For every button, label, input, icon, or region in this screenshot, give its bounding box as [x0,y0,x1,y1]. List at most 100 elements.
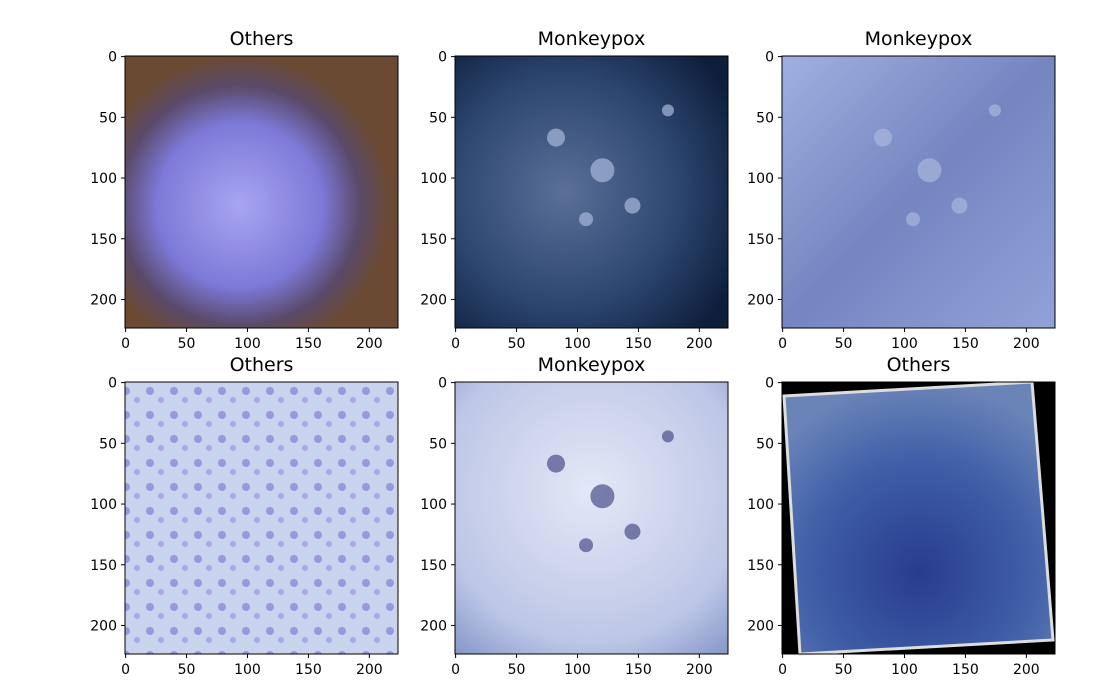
image-detail [951,197,968,214]
image-detail [547,454,566,473]
y-tick-label: 100 [90,171,117,187]
image-detail [874,128,893,147]
x-tick-label: 0 [778,662,787,678]
image [782,380,1055,656]
y-tick-label: 50 [99,110,117,126]
image-detail [917,158,942,183]
y-tick-label: 200 [747,292,774,308]
x-tick-label: 100 [234,336,261,352]
image-detail [579,212,594,227]
image-detail [590,158,615,183]
subplot-title: Monkeypox [538,28,646,50]
axes-frame [781,55,1056,329]
subplot-title: Monkeypox [538,354,646,376]
y-tick-label: 150 [420,232,447,248]
subplot-title: Monkeypox [865,28,973,50]
image-detail [624,523,641,540]
image [455,382,728,654]
x-tick-label: 200 [1013,336,1040,352]
x-tick-label: 50 [835,662,853,678]
axes-frame [124,381,399,655]
image-detail [547,128,566,147]
x-tick-label: 100 [891,662,918,678]
y-tick-label: 50 [429,110,447,126]
subplot-title: Others [887,354,951,376]
y-tick-label: 100 [747,171,774,187]
y-tick-label: 50 [756,110,774,126]
x-tick-label: 100 [564,662,591,678]
y-tick-label: 150 [90,558,117,574]
image-detail [579,538,594,553]
image-detail [661,430,674,443]
image-fill [125,56,398,328]
subplot-title: Others [230,28,294,50]
y-tick-label: 0 [438,376,447,392]
axes-frame [124,55,399,329]
y-tick-label: 100 [90,497,117,513]
image-fill [125,382,398,654]
y-tick-label: 50 [429,436,447,452]
subplot-title: Others [230,354,294,376]
image-fill [455,56,728,328]
y-tick-label: 50 [99,436,117,452]
y-tick-label: 200 [747,618,774,634]
x-tick-label: 0 [121,662,130,678]
y-tick-label: 0 [108,50,117,66]
x-tick-label: 0 [778,336,787,352]
x-tick-label: 100 [564,336,591,352]
x-tick-label: 200 [356,336,383,352]
x-tick-label: 0 [121,336,130,352]
axes-frame [454,55,729,329]
y-tick-label: 150 [747,232,774,248]
y-tick-label: 50 [756,436,774,452]
y-tick-label: 0 [765,376,774,392]
x-tick-label: 150 [625,662,652,678]
x-tick-label: 150 [952,336,979,352]
image-detail [988,104,1001,117]
y-tick-label: 0 [108,376,117,392]
y-tick-label: 150 [747,558,774,574]
x-tick-label: 200 [1013,662,1040,678]
x-tick-label: 200 [686,336,713,352]
y-tick-label: 0 [438,50,447,66]
y-tick-label: 0 [765,50,774,66]
x-tick-label: 150 [295,336,322,352]
x-tick-label: 150 [295,662,322,678]
image-detail [590,484,615,509]
x-tick-label: 50 [178,336,196,352]
y-tick-label: 150 [420,558,447,574]
x-tick-label: 200 [356,662,383,678]
x-tick-label: 150 [952,662,979,678]
image [782,56,1055,328]
y-tick-label: 100 [420,171,447,187]
axes-frame [781,381,1056,655]
x-tick-label: 0 [451,336,460,352]
image [125,382,398,654]
image-fill [455,382,728,654]
y-tick-label: 100 [420,497,447,513]
y-tick-label: 100 [747,497,774,513]
image-rotated [782,380,1055,656]
y-tick-label: 200 [90,292,117,308]
x-tick-label: 100 [891,336,918,352]
y-tick-label: 200 [420,618,447,634]
x-tick-label: 200 [686,662,713,678]
x-tick-label: 0 [451,662,460,678]
image-fill [782,56,1055,328]
image-detail [906,212,921,227]
y-tick-label: 200 [420,292,447,308]
image [125,56,398,328]
image-detail [661,104,674,117]
y-tick-label: 200 [90,618,117,634]
x-tick-label: 50 [178,662,196,678]
x-tick-label: 50 [508,662,526,678]
y-tick-label: 150 [90,232,117,248]
image-detail [624,197,641,214]
axes-frame [454,381,729,655]
x-tick-label: 50 [508,336,526,352]
x-tick-label: 50 [835,336,853,352]
x-tick-label: 100 [234,662,261,678]
x-tick-label: 150 [625,336,652,352]
image [455,56,728,328]
